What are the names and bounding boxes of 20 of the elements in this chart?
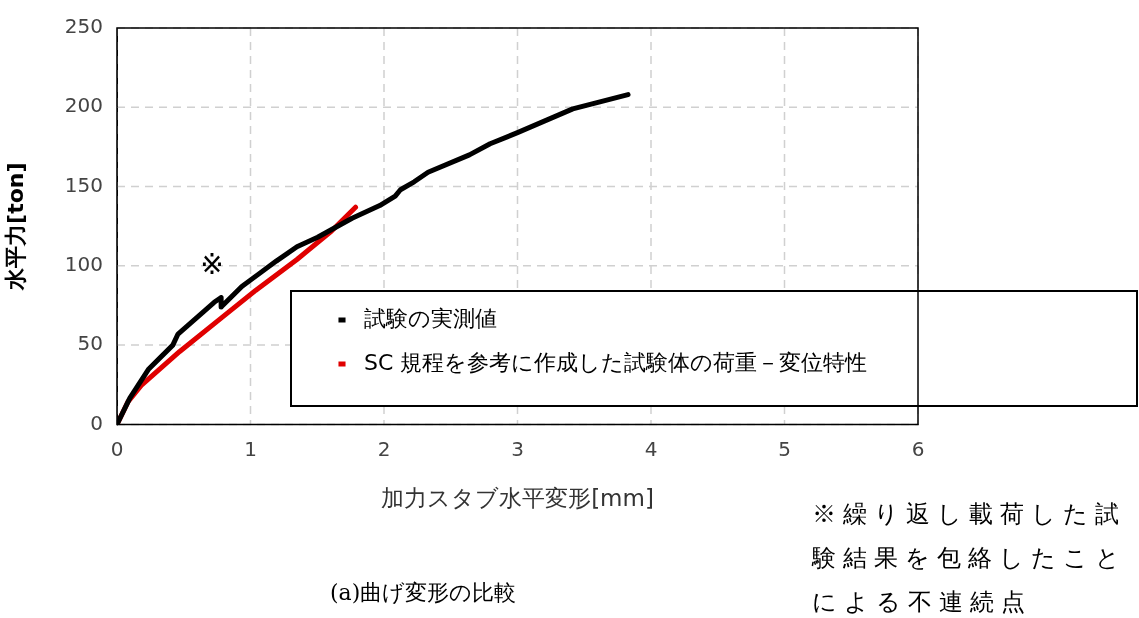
x-tick-label: 0 [110, 436, 124, 461]
x-tick-label: 3 [511, 436, 524, 461]
y-tick-label: 0 [90, 410, 103, 435]
y-tick-label: 100 [64, 252, 103, 277]
y-tick-label: 200 [64, 93, 103, 118]
x-tick-label: 5 [778, 436, 791, 461]
y-tick-label: 250 [64, 14, 103, 39]
text: (a)曲げ変形の比較 [330, 579, 517, 607]
x-tick-label: 2 [377, 436, 391, 461]
legend-label: SC 規程を参考に作成した試験体の荷重－変位特性 [364, 349, 868, 375]
x-tick-label: 6 [911, 436, 925, 461]
legend-label: 試験の実測値 [364, 305, 497, 331]
x-axis-title: 加力スタブ水平変形[mm] [381, 485, 654, 512]
y-tick-label: 150 [64, 172, 103, 197]
annotation: ※ [200, 248, 224, 282]
y-tick-label: 50 [77, 331, 103, 356]
x-tick-label: 4 [644, 436, 658, 461]
y-axis-title: 水平力[ton] [2, 162, 28, 291]
text: ※繰り返し載荷した試験結果を包絡したことによる不連続点 [812, 499, 1128, 618]
x-tick-label: 1 [244, 436, 257, 461]
